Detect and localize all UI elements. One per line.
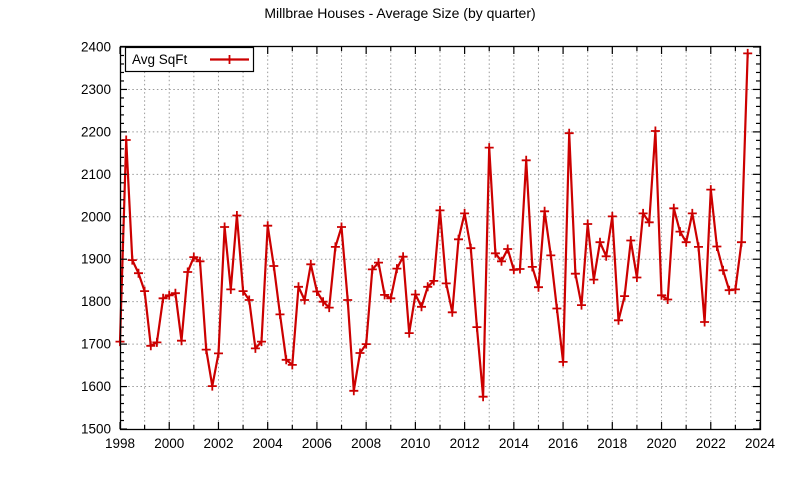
y-tick-label: 1900 — [81, 252, 111, 267]
x-tick-label: 2002 — [203, 436, 233, 451]
x-tick-label: 1998 — [105, 436, 135, 451]
x-tick-label: 2022 — [696, 436, 726, 451]
x-tick-label: 2016 — [548, 436, 578, 451]
x-tick-label: 2008 — [351, 436, 381, 451]
plot-border — [119, 45, 762, 431]
y-tick-label: 2100 — [81, 167, 111, 182]
y-tick-label: 1500 — [81, 422, 111, 437]
y-tick-label: 2200 — [81, 124, 111, 139]
x-tick-label: 2000 — [154, 436, 184, 451]
x-tick-label: 2006 — [302, 436, 332, 451]
chart-title: Millbrae Houses - Average Size (by quart… — [264, 5, 535, 21]
x-tick-label: 2020 — [647, 436, 677, 451]
x-tick-label: 2012 — [450, 436, 480, 451]
x-tick-label: 2004 — [253, 436, 284, 451]
y-tick-label: 2000 — [81, 209, 111, 224]
x-tick-label: 2024 — [745, 436, 776, 451]
x-axis-labels: 1998 2000 2002 2004 2006 2008 2010 2012 2014 2016… — [105, 436, 776, 451]
x-tick-label: 2010 — [400, 436, 430, 451]
y-tick-label: 2300 — [81, 82, 111, 97]
y-tick-label: 1800 — [81, 294, 111, 309]
legend: Avg SqFt — [124, 46, 255, 73]
x-tick-label: 2018 — [597, 436, 627, 451]
y-axis-labels: 1500 1600 1700 1800 1900 2000 2100 2200 2300 2400 — [81, 40, 111, 437]
plus-markers — [115, 48, 753, 402]
legend-label: Avg SqFt — [132, 52, 188, 67]
data-series-avg-sqft — [115, 48, 753, 402]
x-tick-label: 2014 — [499, 436, 530, 451]
y-tick-label: 1700 — [81, 337, 111, 352]
y-tick-label: 1600 — [81, 379, 111, 394]
y-tick-label: 2400 — [81, 40, 111, 55]
legend-line-sample-icon — [210, 55, 249, 64]
